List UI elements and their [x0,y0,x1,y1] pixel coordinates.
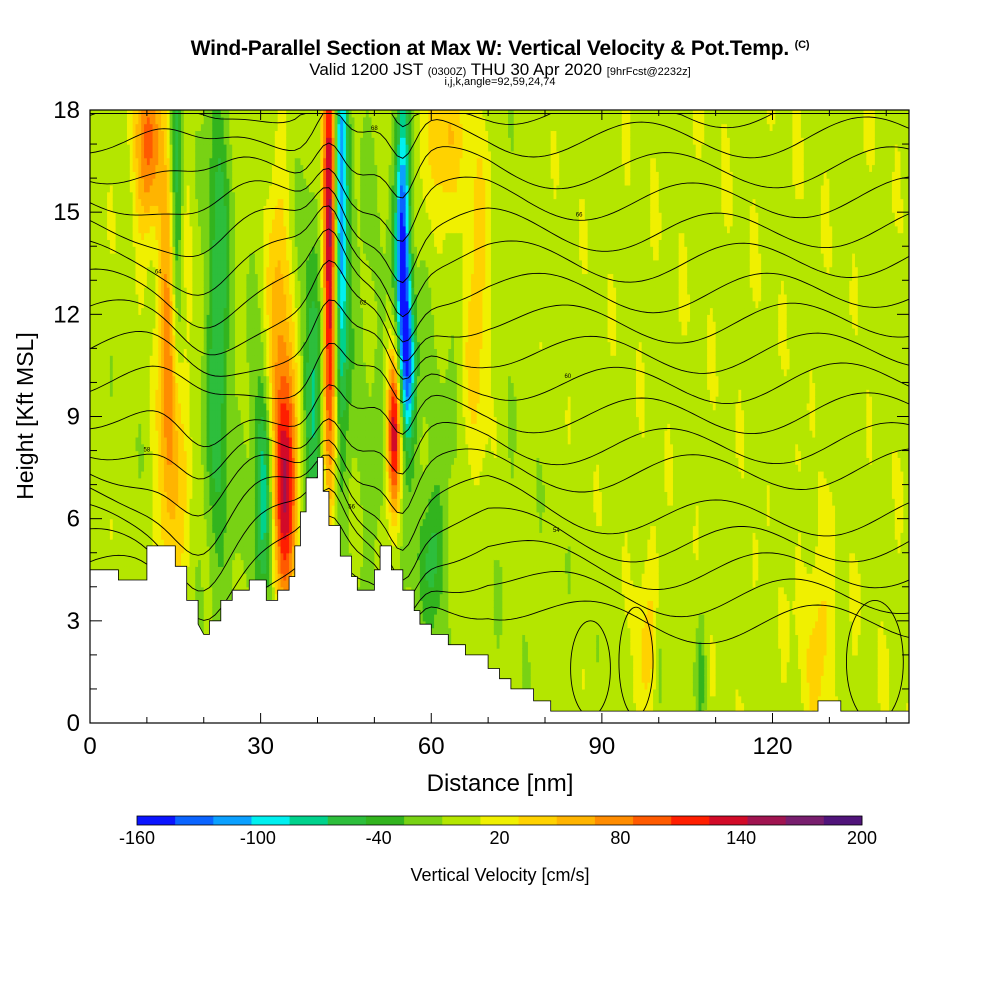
y-tick-label: 9 [67,404,80,431]
contour-label: 54 [553,528,560,534]
x-tick-label: 30 [247,733,274,760]
valid-date: THU 30 Apr 2020 [471,60,602,79]
y-tick-label: 15 [53,199,80,226]
colorbar-swatch [365,816,405,825]
colorbar-label: Vertical Velocity [cm/s] [410,865,589,885]
colorbar-swatch [175,816,214,825]
contour-label: 58 [144,448,151,454]
x-axis-label: Distance [nm] [427,770,574,797]
colorbar-swatch [594,816,634,825]
contour-label: 70 [166,57,173,63]
valid-time-z: (0300Z) [428,66,467,78]
x-tick-label: 0 [83,733,96,760]
colorbar-swatch [671,816,710,825]
colorbar-swatch [251,816,291,825]
chart-title: Wind-Parallel Section at Max W: Vertical… [0,37,1000,61]
colorbar-swatch [442,816,481,825]
chart-subtitle: Valid 1200 JST (0300Z) THU 30 Apr 2020 [… [0,60,1000,80]
colorbar-swatch [785,816,825,825]
forecast-info: [9hrFcst@2232z] [607,66,691,78]
contour-label: 62 [360,300,367,306]
y-tick-label: 3 [67,608,80,635]
colorbar-swatch [823,816,863,825]
colorbar-tick-label: 140 [726,828,756,848]
valid-time: Valid 1200 JST [309,60,423,79]
colorbar-swatch [213,816,252,825]
colorbar-tick-label: -160 [119,828,155,848]
colorbar-swatch [137,816,176,825]
x-tick-label: 120 [752,733,792,760]
contour-label: 64 [155,270,162,276]
colorbar-swatch [518,816,558,825]
x-tick-label: 60 [418,733,445,760]
colorbar-swatch [747,816,787,825]
colorbar-swatch [480,816,519,825]
colorbar-tick-label: -40 [366,828,392,848]
colorbar-swatch [556,816,596,825]
copyright-mark: (C) [795,39,810,51]
colorbar-tick-label: 20 [489,828,509,848]
contour-label: 66 [576,213,583,219]
y-axis-label: Height [Kft MSL] [12,332,38,499]
colorbar-swatch [709,816,748,825]
y-tick-label: 18 [53,97,80,124]
colorbar-swatch [404,816,443,825]
contour-label: 60 [564,374,571,380]
x-tick-label: 90 [589,733,616,760]
colorbar: -160 -100 -40 20 80 140 200 [119,815,877,848]
terrain-mask [89,457,910,724]
contour-label: 68 [371,126,378,132]
y-tick-label: 12 [53,301,80,328]
contour-label: 56 [348,505,355,511]
colorbar-tick-label: 200 [847,828,877,848]
y-tick-label: 0 [67,710,80,737]
y-tick-label: 6 [67,506,80,533]
colorbar-swatch [289,816,329,825]
colorbar-tick-label: -100 [240,828,276,848]
grid-indices: i,j,k,angle=92,59,24,74 [0,76,1000,88]
colorbar-tick-label: 80 [610,828,630,848]
title-main-text: Wind-Parallel Section at Max W: Vertical… [191,37,790,60]
colorbar-swatch [633,816,672,825]
colorbar-swatch [327,816,367,825]
axes: 0 30 60 90 120 0 3 6 9 12 15 18 [53,97,909,760]
